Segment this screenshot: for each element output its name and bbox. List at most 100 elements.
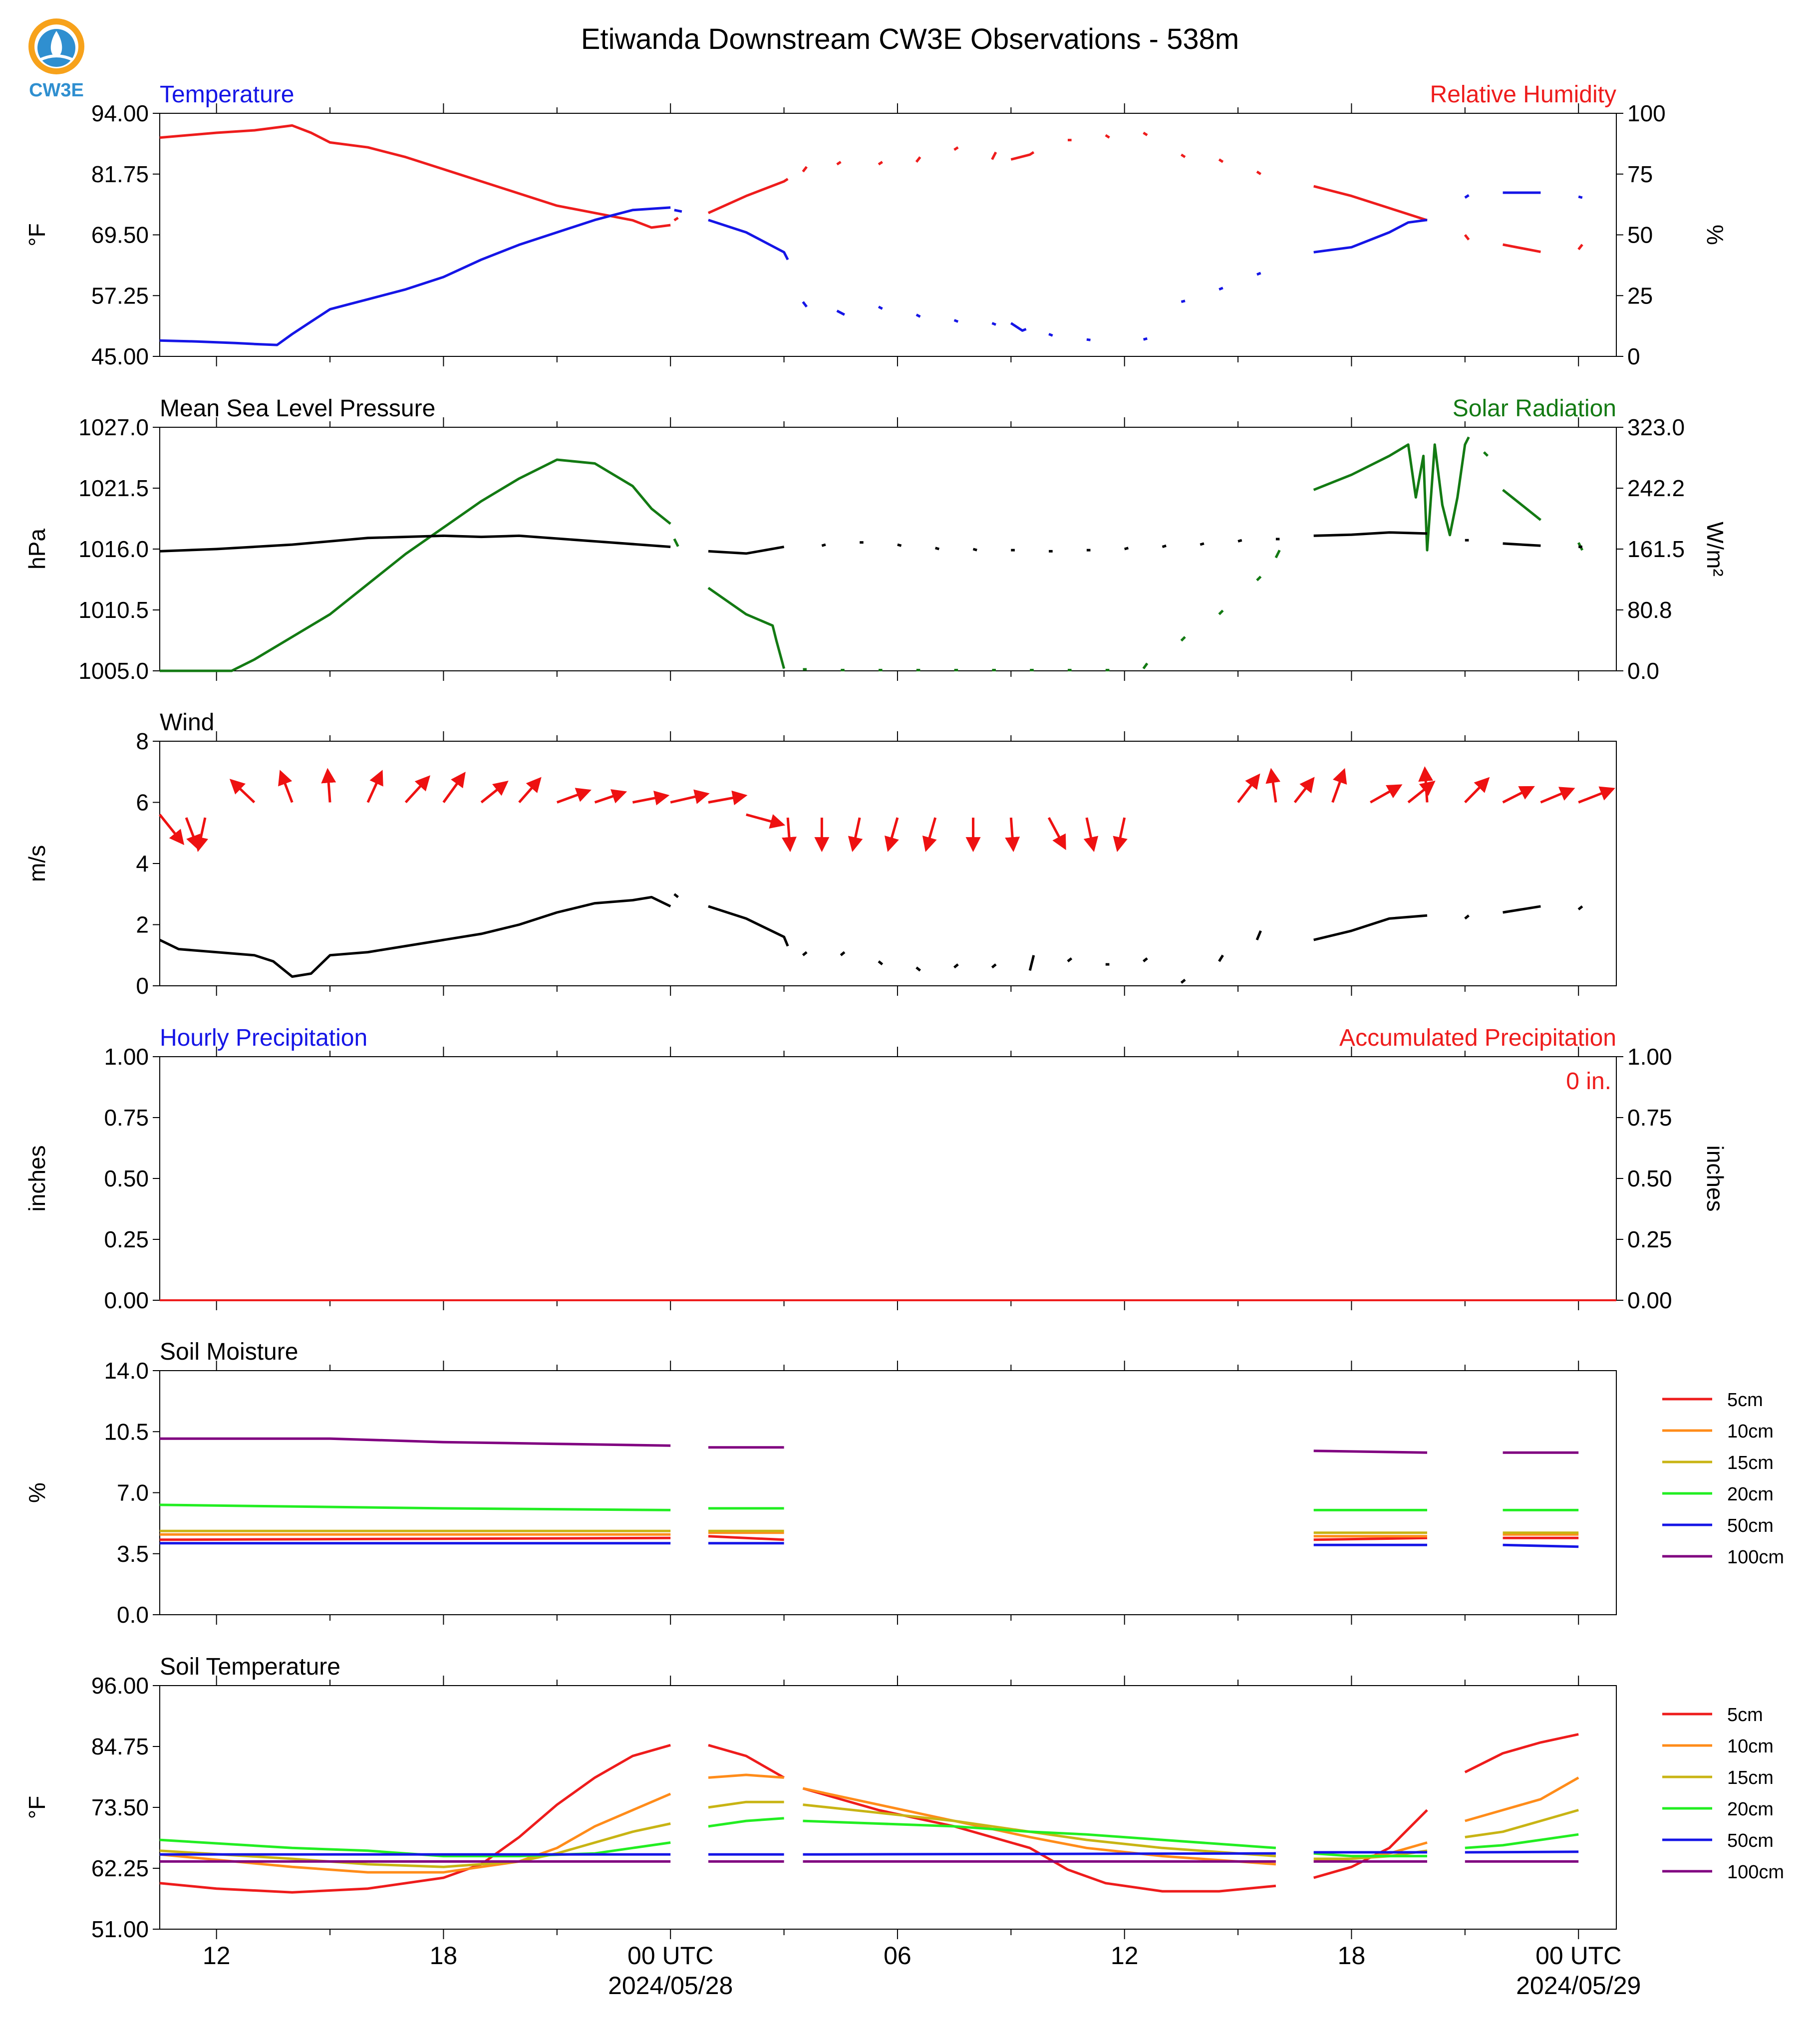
panels-container: 45.00 57.25 69.50 81.75 94.00 0 25 50 75 100 Tempe… (24, 81, 1784, 2000)
wind-arrow (594, 789, 627, 804)
temperature-line-segment (1181, 299, 1186, 303)
y-tick-label-left: 14.0 (104, 1358, 149, 1384)
solar-radiation-line-segment (1218, 609, 1224, 615)
x-tick-label: 18 (430, 1942, 458, 1970)
temperature-line-segment (1143, 337, 1148, 341)
wind-arrow (670, 789, 710, 804)
solar-radiation-line-segment (1274, 550, 1281, 559)
y-tick-label-right: 1.00 (1627, 1044, 1672, 1070)
series-20cm-segment (159, 1503, 671, 1511)
temperature-line-segment (674, 209, 682, 213)
panel-4: 0.00 0.25 0.50 0.75 1.00 0.00 0.25 0.50 0.75 1.00… (24, 1025, 1728, 1313)
wind-arrow (480, 780, 509, 804)
panel-1: 45.00 57.25 69.50 81.75 94.00 0 25 50 75 100 Tempe… (24, 81, 1728, 369)
wind-speed-line-segment (1464, 914, 1470, 920)
wind-arrow (1005, 817, 1020, 853)
wind-arrow (746, 813, 786, 829)
y-tick-label-left: 1016.0 (78, 536, 149, 562)
temperature-line-segment (836, 309, 845, 316)
temperature-line-segment (1256, 272, 1261, 276)
wind-speed-line-segment (708, 905, 789, 947)
wind-speed-line-segment (1143, 957, 1148, 962)
series-50cm-segment (1503, 1543, 1579, 1548)
rh-line-segment (1464, 234, 1470, 241)
y-axis-label-left: °F (24, 1796, 50, 1819)
x-tick-sublabel: 2024/05/28 (608, 1972, 733, 2000)
y-axis-label-left: hPa (24, 529, 50, 570)
y-tick-label-right: 25 (1627, 283, 1653, 308)
wind-arrow (442, 772, 466, 803)
x-tick-label: 00 UTC (627, 1942, 713, 1970)
wind-speed-line-segment (1067, 957, 1073, 962)
solar-radiation-line-segment (1180, 636, 1186, 642)
panel-2: 1005.0 1010.5 1016.0 1021.5 1027.0 0.0 80.8 161… (24, 395, 1728, 684)
pressure-line-segment (159, 534, 671, 553)
wind-speed-line-segment (1255, 930, 1262, 941)
temperature-line-segment (1010, 322, 1027, 332)
series-5cm-segment (1313, 1536, 1428, 1541)
wind-arrow (708, 790, 748, 806)
y-tick-label-right: 75 (1627, 161, 1653, 187)
legend-label: 50cm (1727, 1830, 1774, 1851)
temperature-line-segment (953, 319, 959, 323)
series-20cm-segment (803, 1819, 1276, 1849)
rh-line-segment (991, 151, 997, 160)
solar-radiation-line-segment (1313, 436, 1470, 552)
series-5cm-segment (1464, 1733, 1579, 1773)
wind-arrow (1237, 773, 1260, 804)
y-tick-label-right: 100 (1627, 100, 1666, 126)
y-tick-label-left: 94.00 (91, 100, 149, 126)
y-tick-label-left: 8 (136, 728, 149, 754)
wind-arrow (1265, 768, 1281, 803)
y-tick-label-left: 1.00 (104, 1044, 149, 1070)
legend-label: 100cm (1727, 1547, 1784, 1568)
y-tick-label-left: 69.50 (91, 222, 149, 248)
y-tick-label-left: 1027.0 (78, 414, 149, 440)
wind-speed-line-segment (1218, 954, 1224, 962)
y-axis-label-right: W/m² (1702, 522, 1728, 577)
y-tick-label-left: 3.5 (117, 1541, 149, 1567)
wind-arrow (321, 768, 336, 803)
figure-title: Etiwanda Downstream CW3E Observations - … (581, 23, 1239, 55)
y-tick-label-left: 1021.5 (78, 475, 149, 501)
y-tick-label-left: 0 (136, 973, 149, 999)
solar-radiation-line-segment (673, 538, 679, 547)
series-100cm-segment (1313, 1449, 1428, 1454)
temperature-line-segment (802, 301, 808, 308)
y-tick-label-left: 6 (136, 790, 149, 816)
legend-label: 15cm (1727, 1767, 1774, 1788)
rh-line-segment (1256, 170, 1261, 175)
y-tick-label-left: 0.25 (104, 1226, 149, 1252)
y-tick-label-right: 0.50 (1627, 1165, 1672, 1191)
x-tick-label: 18 (1338, 1942, 1366, 1970)
solar-radiation-line-segment (160, 458, 671, 672)
wind-arrow (1047, 817, 1066, 851)
y-tick-label-left: 45.00 (91, 343, 149, 369)
wind-arrow (1370, 784, 1403, 804)
series-20cm-segment (159, 1838, 671, 1858)
y-tick-label-left: 81.75 (91, 161, 149, 187)
series-5cm-segment (159, 1743, 671, 1894)
series-5cm-segment (1313, 1809, 1428, 1879)
rh-line-segment (673, 217, 679, 222)
temperature-line-segment (1464, 194, 1470, 199)
series-5cm-segment (708, 1535, 784, 1541)
wind-arrow (781, 817, 797, 853)
y-tick-label-left: 7.0 (117, 1480, 149, 1506)
x-tick-label: 12 (203, 1942, 231, 1970)
pressure-line-segment (897, 543, 902, 547)
legend-label: 5cm (1727, 1390, 1763, 1411)
x-tick-sublabel: 2024/05/29 (1516, 1972, 1641, 2000)
y-tick-label-left: 0.75 (104, 1105, 149, 1131)
wind-arrow (1293, 777, 1315, 804)
solar-radiation-line-segment (707, 586, 786, 669)
y-axis-label-left: °F (24, 223, 50, 247)
panel-title-left: Hourly Precipitation (160, 1025, 367, 1051)
y-tick-label-right: 161.5 (1627, 536, 1685, 562)
panel-title-right: Solar Radiation (1453, 395, 1616, 422)
wind-arrow (885, 817, 899, 852)
panel-title-left: Soil Moisture (160, 1339, 298, 1365)
wind-arrow (185, 817, 201, 851)
wind-arrow (518, 777, 542, 804)
wind-arrow (229, 779, 256, 804)
